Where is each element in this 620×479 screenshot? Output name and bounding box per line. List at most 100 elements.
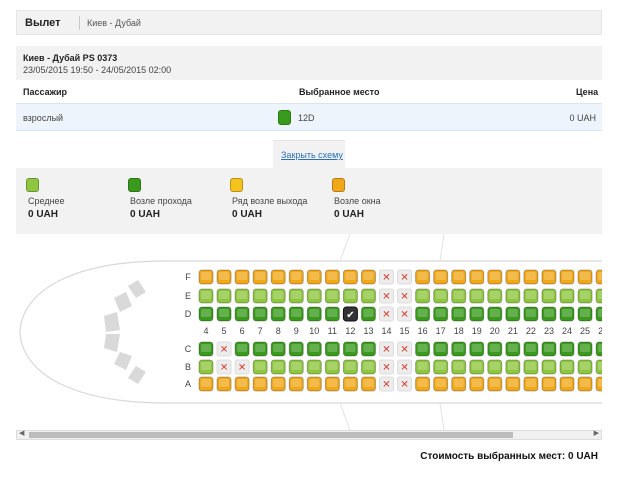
seat[interactable] [288, 288, 304, 304]
seat[interactable]: ✕ [379, 288, 394, 304]
seat[interactable] [252, 341, 268, 357]
seat[interactable] [415, 269, 431, 285]
seat[interactable] [288, 341, 304, 357]
seat[interactable] [469, 288, 485, 304]
seat[interactable] [270, 269, 286, 285]
seat[interactable] [415, 359, 431, 375]
seat[interactable] [252, 288, 268, 304]
seat[interactable] [252, 306, 268, 322]
seat[interactable]: ✔ [342, 306, 358, 322]
seat[interactable] [252, 269, 268, 285]
seat[interactable] [505, 359, 521, 375]
seat[interactable] [234, 306, 250, 322]
seat[interactable] [306, 376, 322, 392]
seat[interactable] [270, 341, 286, 357]
seat[interactable] [523, 288, 539, 304]
seat[interactable] [234, 288, 250, 304]
seat[interactable] [216, 376, 232, 392]
seat[interactable] [216, 306, 232, 322]
seat[interactable] [487, 341, 503, 357]
seat[interactable]: ✕ [379, 269, 394, 285]
seat[interactable] [595, 376, 602, 392]
seat[interactable] [505, 306, 521, 322]
seat[interactable] [360, 341, 376, 357]
seat[interactable] [306, 341, 322, 357]
seat[interactable] [252, 376, 268, 392]
seat[interactable] [469, 359, 485, 375]
seat[interactable] [505, 269, 521, 285]
seat[interactable] [451, 306, 467, 322]
seat[interactable]: ✕ [397, 306, 413, 322]
seat[interactable] [324, 376, 340, 392]
seat[interactable] [306, 306, 322, 322]
seat[interactable] [505, 288, 521, 304]
seat[interactable] [433, 306, 449, 322]
seat[interactable]: ✕ [397, 288, 413, 304]
seat[interactable] [433, 269, 449, 285]
seat[interactable] [469, 341, 485, 357]
seat[interactable] [306, 269, 322, 285]
passenger-row[interactable]: взрослый 12D 0 UAH [16, 103, 602, 131]
seat[interactable] [415, 341, 431, 357]
seat[interactable]: ✕ [216, 359, 232, 375]
seat[interactable] [559, 376, 575, 392]
seat[interactable] [541, 376, 557, 392]
seat[interactable] [433, 359, 449, 375]
scroll-right-arrow-icon[interactable]: ▶ [593, 430, 599, 437]
seat[interactable] [577, 359, 593, 375]
seat[interactable]: ✕ [379, 341, 394, 357]
seat[interactable] [433, 288, 449, 304]
scroll-left-arrow-icon[interactable]: ◀ [19, 430, 25, 437]
seat[interactable] [559, 359, 575, 375]
seat[interactable] [577, 288, 593, 304]
seat[interactable] [270, 288, 286, 304]
seat[interactable] [324, 269, 340, 285]
seat[interactable] [306, 288, 322, 304]
seat[interactable] [198, 359, 214, 375]
seat[interactable] [505, 376, 521, 392]
seat[interactable]: ✕ [379, 376, 394, 392]
seat[interactable] [270, 306, 286, 322]
seat[interactable] [541, 288, 557, 304]
seat[interactable] [324, 359, 340, 375]
seat[interactable] [541, 341, 557, 357]
seat[interactable] [360, 306, 376, 322]
seat[interactable] [342, 376, 358, 392]
seat[interactable] [234, 269, 250, 285]
seat[interactable] [487, 288, 503, 304]
seat[interactable]: ✕ [216, 341, 232, 357]
seat[interactable] [541, 306, 557, 322]
seat[interactable] [523, 359, 539, 375]
seat[interactable] [342, 269, 358, 285]
seat[interactable]: ✕ [397, 341, 413, 357]
seat[interactable] [451, 376, 467, 392]
seat[interactable] [342, 359, 358, 375]
seat[interactable] [559, 306, 575, 322]
seat[interactable] [469, 376, 485, 392]
seat[interactable] [324, 288, 340, 304]
seat[interactable] [216, 269, 232, 285]
seat[interactable] [595, 341, 602, 357]
seat[interactable] [198, 376, 214, 392]
seat[interactable] [360, 359, 376, 375]
seat[interactable] [234, 341, 250, 357]
seat[interactable] [595, 359, 602, 375]
seat[interactable] [216, 288, 232, 304]
seat[interactable] [252, 359, 268, 375]
seat[interactable] [288, 269, 304, 285]
close-scheme-link[interactable]: Закрыть схему [281, 150, 343, 160]
seat[interactable] [487, 359, 503, 375]
seat[interactable] [270, 359, 286, 375]
seat[interactable] [288, 306, 304, 322]
seat[interactable] [415, 306, 431, 322]
seat[interactable] [523, 341, 539, 357]
seat[interactable]: ✕ [379, 359, 394, 375]
scrollbar-thumb[interactable] [29, 432, 513, 438]
seat[interactable] [415, 288, 431, 304]
seat[interactable] [451, 341, 467, 357]
seat[interactable]: ✕ [379, 306, 394, 322]
seat[interactable] [451, 269, 467, 285]
seat[interactable] [577, 306, 593, 322]
seat[interactable] [288, 376, 304, 392]
seat[interactable]: ✕ [397, 376, 413, 392]
